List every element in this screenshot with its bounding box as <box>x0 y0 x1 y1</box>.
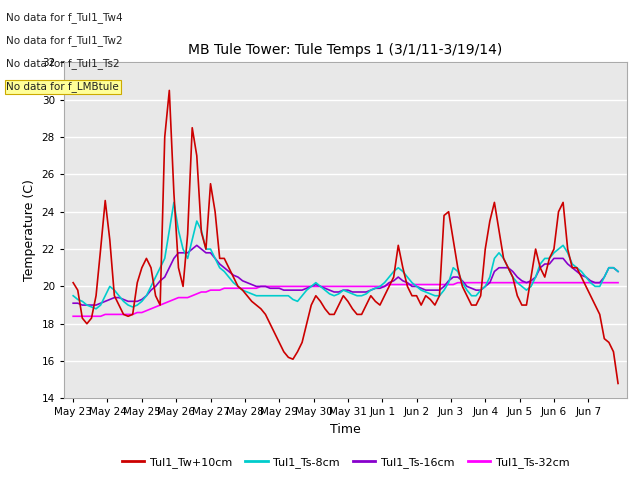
Title: MB Tule Tower: Tule Temps 1 (3/1/11-3/19/14): MB Tule Tower: Tule Temps 1 (3/1/11-3/19… <box>188 43 503 57</box>
Y-axis label: Temperature (C): Temperature (C) <box>23 180 36 281</box>
Text: No data for f_Tul1_Tw4: No data for f_Tul1_Tw4 <box>6 12 123 23</box>
X-axis label: Time: Time <box>330 423 361 436</box>
Text: No data for f_Tul1_Tw2: No data for f_Tul1_Tw2 <box>6 35 123 46</box>
Text: No data for f_Tul1_Ts2: No data for f_Tul1_Ts2 <box>6 58 120 69</box>
Legend: Tul1_Tw+10cm, Tul1_Ts-8cm, Tul1_Ts-16cm, Tul1_Ts-32cm: Tul1_Tw+10cm, Tul1_Ts-8cm, Tul1_Ts-16cm,… <box>118 452 573 472</box>
Text: No data for f_LMBtule: No data for f_LMBtule <box>6 81 119 92</box>
